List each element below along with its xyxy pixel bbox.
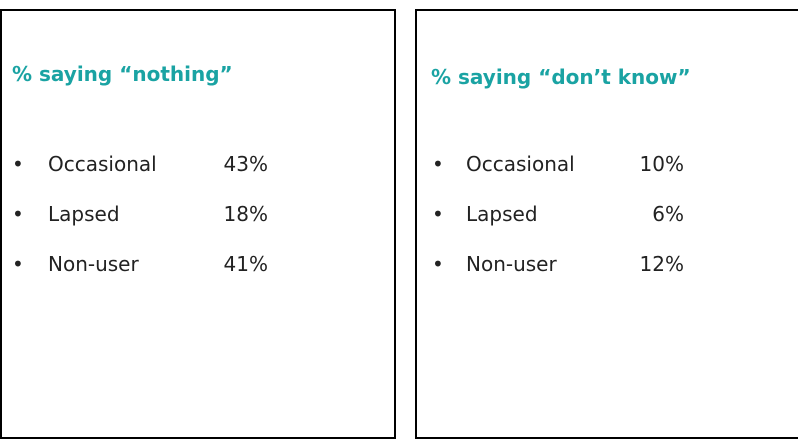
item-label: Non-user — [48, 252, 139, 276]
item-value: 6% — [652, 202, 684, 226]
list-item: • Lapsed 6% — [417, 202, 684, 232]
list-item: • Non-user 12% — [417, 252, 684, 282]
item-label: Lapsed — [466, 202, 538, 226]
list-item: • Non-user 41% — [2, 252, 268, 282]
item-label: Lapsed — [48, 202, 120, 226]
panel-title: % saying “don’t know” — [431, 65, 691, 89]
bullet: • — [12, 252, 24, 276]
item-value: 18% — [223, 202, 268, 226]
bullet: • — [12, 152, 24, 176]
panel-title: % saying “nothing” — [12, 62, 233, 86]
list-item: • Occasional 43% — [2, 152, 268, 182]
bullet: • — [432, 152, 444, 176]
bullet: • — [432, 252, 444, 276]
bullet: • — [12, 202, 24, 226]
item-value: 10% — [639, 152, 684, 176]
panel: % saying “don’t know” • Occasional 10% • Laps… — [415, 9, 798, 439]
item-label: Non-user — [466, 252, 557, 276]
page: {"panels": [ {"title": "% saying \u201cn… — [0, 9, 798, 439]
item-label: Occasional — [48, 152, 157, 176]
item-value: 41% — [223, 252, 268, 276]
item-value: 43% — [223, 152, 268, 176]
item-value: 12% — [639, 252, 684, 276]
item-label: Occasional — [466, 152, 575, 176]
bullet: • — [432, 202, 444, 226]
panel: % saying “nothing” • Occasional 43% • Lapsed 1… — [0, 9, 396, 439]
list-item: • Lapsed 18% — [2, 202, 268, 232]
list-item: • Occasional 10% — [417, 152, 684, 182]
